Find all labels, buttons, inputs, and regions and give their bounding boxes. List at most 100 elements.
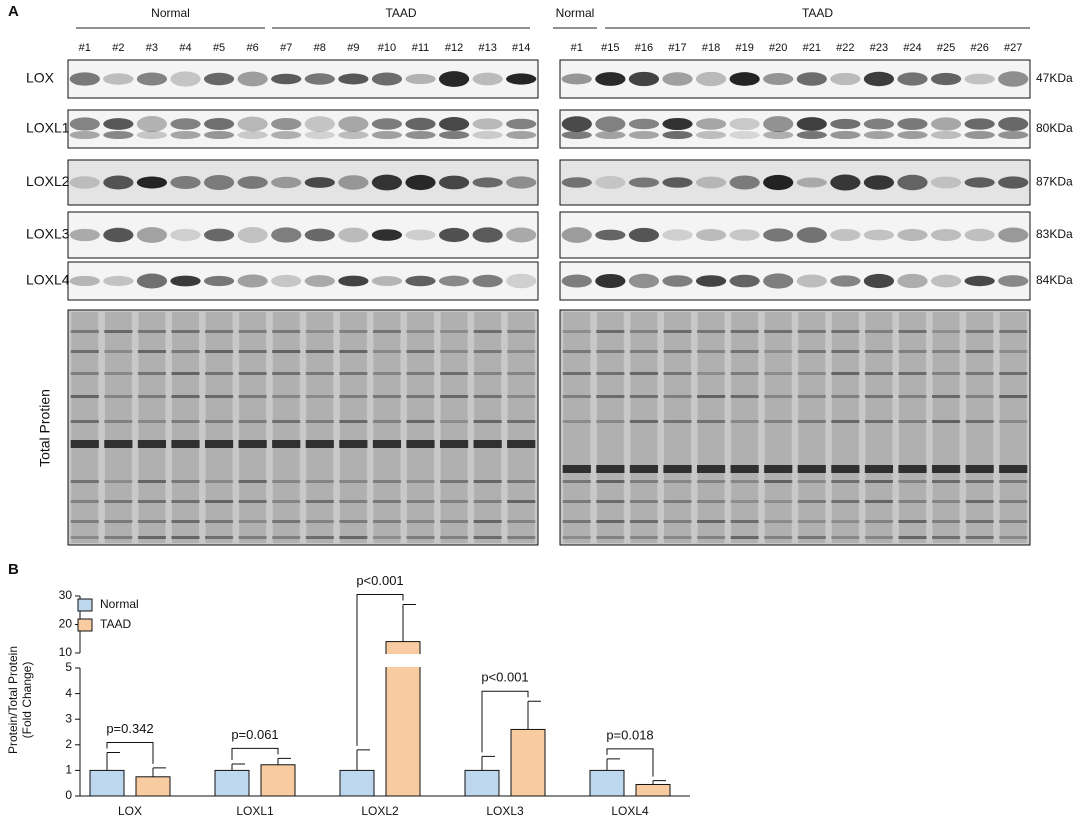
protein-band bbox=[999, 520, 1028, 523]
protein-band bbox=[831, 330, 860, 333]
annotation: p=0.061 bbox=[231, 727, 278, 742]
band bbox=[136, 72, 168, 86]
band bbox=[338, 73, 369, 85]
protein-band bbox=[372, 440, 402, 448]
bar bbox=[89, 769, 125, 797]
protein-band bbox=[70, 480, 99, 483]
protein-band bbox=[898, 395, 927, 398]
protein-label: LOXL1 bbox=[26, 120, 70, 136]
protein-band bbox=[562, 350, 591, 353]
protein-label: LOXL4 bbox=[26, 272, 70, 288]
lane bbox=[999, 312, 1027, 543]
protein-band bbox=[629, 520, 659, 523]
protein-band bbox=[797, 520, 826, 523]
legend-label: Normal bbox=[100, 597, 139, 611]
protein-band bbox=[898, 536, 927, 539]
band bbox=[237, 274, 268, 288]
band bbox=[561, 227, 592, 243]
protein-band bbox=[372, 395, 402, 398]
protein-band bbox=[439, 520, 469, 523]
protein-band bbox=[272, 372, 301, 375]
band bbox=[405, 174, 436, 191]
size-label: 83KDa bbox=[1036, 227, 1073, 241]
bracket bbox=[356, 594, 404, 746]
protein-band bbox=[999, 330, 1028, 333]
protein-band bbox=[596, 520, 625, 523]
protein-band bbox=[137, 395, 167, 398]
band bbox=[506, 273, 537, 289]
protein-band bbox=[864, 395, 894, 398]
protein-band bbox=[473, 395, 502, 398]
band bbox=[729, 274, 760, 288]
lane bbox=[664, 312, 691, 543]
protein-band bbox=[305, 350, 334, 353]
band bbox=[695, 131, 727, 139]
protein-band bbox=[999, 420, 1028, 423]
lane bbox=[630, 312, 658, 543]
band bbox=[897, 131, 928, 139]
error-bar bbox=[527, 700, 541, 730]
protein-band bbox=[596, 480, 625, 483]
protein-band bbox=[406, 372, 435, 375]
protein-band bbox=[171, 350, 200, 353]
protein-band bbox=[730, 372, 759, 375]
protein-band bbox=[629, 372, 659, 375]
lane bbox=[731, 312, 759, 543]
band bbox=[695, 229, 727, 241]
band bbox=[695, 176, 727, 189]
band bbox=[930, 176, 962, 189]
band bbox=[371, 72, 403, 86]
protein-band bbox=[507, 372, 536, 375]
x-tick-label: LOX bbox=[118, 804, 142, 818]
band bbox=[796, 131, 827, 139]
protein-band bbox=[372, 372, 402, 375]
protein-band bbox=[305, 500, 334, 503]
band bbox=[103, 175, 134, 190]
lane-label: #20 bbox=[769, 42, 787, 54]
protein-band bbox=[439, 536, 469, 539]
annotation: p=0.342 bbox=[106, 721, 153, 736]
error-bar bbox=[356, 749, 370, 771]
lane bbox=[596, 312, 624, 543]
protein-label: LOX bbox=[26, 70, 55, 86]
protein-band bbox=[137, 330, 167, 333]
protein-band bbox=[372, 500, 402, 503]
band bbox=[595, 72, 626, 86]
protein-band bbox=[898, 465, 927, 473]
protein-band bbox=[473, 500, 502, 503]
protein-band bbox=[797, 395, 826, 398]
band bbox=[863, 229, 895, 241]
protein-band bbox=[406, 350, 435, 353]
protein-band bbox=[864, 480, 894, 483]
band bbox=[628, 118, 660, 130]
protein-band bbox=[931, 330, 961, 333]
protein-band bbox=[730, 480, 759, 483]
band bbox=[763, 116, 794, 132]
lane-label: #21 bbox=[803, 42, 821, 54]
protein-band bbox=[473, 350, 502, 353]
total-label: Total Protien bbox=[37, 389, 53, 467]
protein-band bbox=[238, 330, 267, 333]
protein-band bbox=[272, 330, 301, 333]
band bbox=[237, 116, 268, 132]
band bbox=[170, 131, 201, 139]
protein-band bbox=[696, 350, 726, 353]
protein-band bbox=[406, 500, 435, 503]
y-tick-label: 1 bbox=[65, 763, 72, 777]
lane-label: #22 bbox=[836, 42, 854, 54]
protein-band bbox=[663, 465, 692, 473]
band bbox=[338, 275, 369, 287]
protein-band bbox=[663, 330, 692, 333]
x-tick-label: LOXL3 bbox=[486, 804, 524, 818]
band bbox=[237, 227, 268, 243]
protein-band bbox=[104, 395, 133, 398]
bar bbox=[214, 769, 250, 797]
protein-band bbox=[831, 520, 860, 523]
band bbox=[930, 274, 962, 288]
protein-band bbox=[831, 350, 860, 353]
band bbox=[405, 229, 436, 241]
error-bar bbox=[606, 758, 620, 771]
band bbox=[506, 118, 537, 130]
band bbox=[69, 176, 100, 189]
protein-band bbox=[305, 440, 334, 448]
